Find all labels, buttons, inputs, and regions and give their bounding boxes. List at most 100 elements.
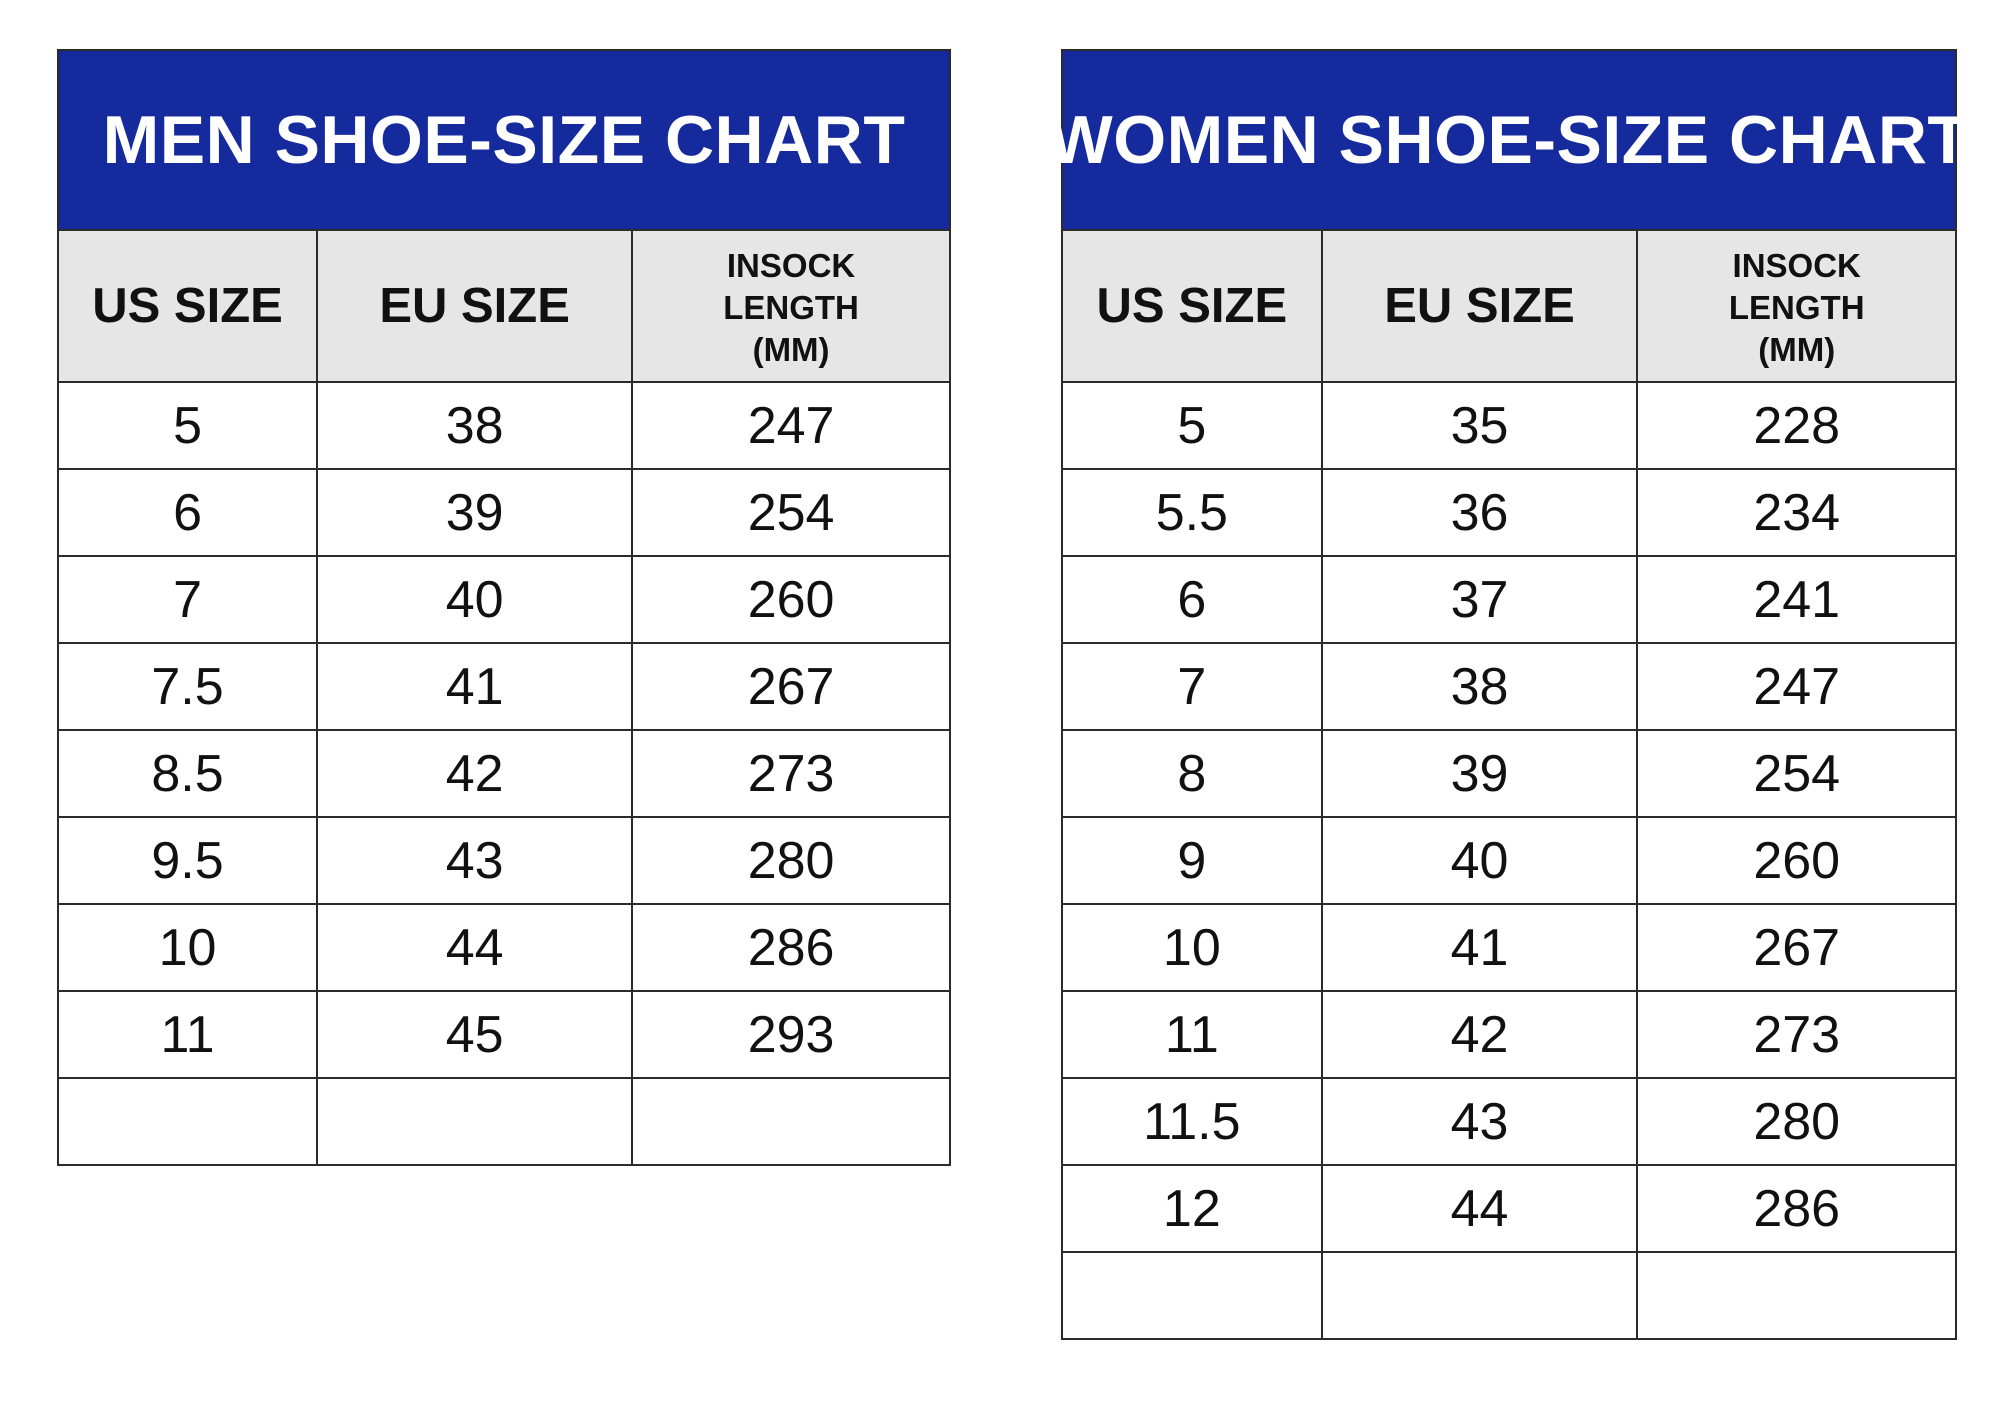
us-size-cell: 11 (1063, 991, 1323, 1079)
us-size-cell: 11 (59, 991, 319, 1079)
table-row: 10 44 286 (59, 904, 949, 992)
insock-length-cell: 247 (632, 382, 949, 470)
table-row: 7.5 41 267 (59, 643, 949, 731)
table-row: 9 40 260 (1063, 817, 1955, 905)
men-size-chart: MEN SHOE-SIZE CHART US SIZE EU SIZE INSO… (57, 49, 951, 1166)
insock-length-cell: 254 (1637, 730, 1955, 818)
eu-size-cell: 41 (317, 643, 634, 731)
insock-length-cell: 241 (1637, 556, 1955, 644)
eu-size-cell: 44 (1321, 1165, 1639, 1253)
eu-size-cell: 36 (1321, 469, 1639, 557)
eu-size-cell: 41 (1321, 904, 1639, 992)
us-size-cell: 6 (1063, 556, 1323, 644)
men-insock-header-line2: LENGTH (723, 289, 859, 326)
insock-length-cell: 228 (1637, 382, 1955, 470)
table-row: 12 44 286 (1063, 1165, 1955, 1253)
us-size-cell: 8 (1063, 730, 1323, 818)
men-us-size-header: US SIZE (59, 231, 319, 383)
table-row: 11 42 273 (1063, 991, 1955, 1079)
us-size-cell: 5 (59, 382, 319, 470)
insock-length-cell: 260 (632, 556, 949, 644)
table-row: 11 45 293 (59, 991, 949, 1079)
us-size-cell: 10 (59, 904, 319, 992)
men-insock-length-header: INSOCK LENGTH (MM) (632, 231, 949, 383)
us-size-cell: 7.5 (59, 643, 319, 731)
insock-length-cell: 280 (632, 817, 949, 905)
insock-length-cell: 247 (1637, 643, 1955, 731)
men-insock-header-line1: INSOCK (726, 247, 856, 284)
eu-size-cell: 39 (1321, 730, 1639, 818)
women-size-chart: WOMEN SHOE-SIZE CHART US SIZE EU SIZE IN… (1049, 49, 1969, 1340)
men-header-row: US SIZE EU SIZE INSOCK LENGTH (MM) (59, 231, 949, 383)
men-table-body: 5 38 247 6 39 254 7 40 260 7.5 41 267 8.5 42 273 9.5 43 2… (59, 382, 949, 1164)
insock-length-cell: 280 (1637, 1078, 1955, 1166)
table-row (59, 1078, 949, 1164)
table-row: 6 37 241 (1063, 556, 1955, 644)
women-insock-length-header: INSOCK LENGTH (MM) (1637, 231, 1955, 383)
insock-length-cell (632, 1078, 949, 1164)
table-row: 8.5 42 273 (59, 730, 949, 818)
table-row: 5.5 36 234 (1063, 469, 1955, 557)
us-size-cell: 5.5 (1063, 469, 1323, 557)
us-size-cell (59, 1078, 319, 1164)
women-chart-title: WOMEN SHOE-SIZE CHART (1049, 51, 1969, 231)
insock-length-cell: 286 (1637, 1165, 1955, 1253)
us-size-cell: 10 (1063, 904, 1323, 992)
women-size-table: US SIZE EU SIZE INSOCK LENGTH (MM) 5 35 22… (1063, 231, 1955, 1338)
us-size-cell (1063, 1252, 1323, 1338)
eu-size-cell: 37 (1321, 556, 1639, 644)
women-header-row: US SIZE EU SIZE INSOCK LENGTH (MM) (1063, 231, 1955, 383)
table-row: 6 39 254 (59, 469, 949, 557)
table-row: 10 41 267 (1063, 904, 1955, 992)
table-row: 7 40 260 (59, 556, 949, 644)
us-size-cell: 5 (1063, 382, 1323, 470)
insock-length-cell: 234 (1637, 469, 1955, 557)
eu-size-cell: 40 (317, 556, 634, 644)
insock-length-cell: 260 (1637, 817, 1955, 905)
women-us-size-header: US SIZE (1063, 231, 1323, 383)
eu-size-cell: 43 (1321, 1078, 1639, 1166)
insock-length-cell (1637, 1252, 1955, 1338)
table-row: 9.5 43 280 (59, 817, 949, 905)
table-row: 7 38 247 (1063, 643, 1955, 731)
insock-length-cell: 293 (632, 991, 949, 1079)
eu-size-cell: 38 (317, 382, 634, 470)
us-size-cell: 6 (59, 469, 319, 557)
women-insock-header-line1: INSOCK (1732, 247, 1861, 284)
women-table-body: 5 35 228 5.5 36 234 6 37 241 7 38 247 8 39 254 9 40 260 10… (1063, 382, 1955, 1338)
men-size-table: US SIZE EU SIZE INSOCK LENGTH (MM) 5 38 24… (59, 231, 949, 1164)
eu-size-cell: 42 (1321, 991, 1639, 1079)
insock-length-cell: 273 (632, 730, 949, 818)
women-insock-header-line3: (MM) (1758, 331, 1836, 368)
us-size-cell: 12 (1063, 1165, 1323, 1253)
eu-size-cell: 44 (317, 904, 634, 992)
eu-size-cell: 39 (317, 469, 634, 557)
table-row: 5 35 228 (1063, 382, 1955, 470)
table-row (1063, 1252, 1955, 1338)
us-size-cell: 7 (1063, 643, 1323, 731)
eu-size-cell (1321, 1252, 1639, 1338)
us-size-cell: 11.5 (1063, 1078, 1323, 1166)
eu-size-cell: 35 (1321, 382, 1639, 470)
eu-size-cell: 43 (317, 817, 634, 905)
eu-size-cell: 38 (1321, 643, 1639, 731)
table-row: 5 38 247 (59, 382, 949, 470)
men-chart-title: MEN SHOE-SIZE CHART (59, 51, 949, 231)
eu-size-cell: 42 (317, 730, 634, 818)
insock-length-cell: 267 (1637, 904, 1955, 992)
us-size-cell: 8.5 (59, 730, 319, 818)
eu-size-cell: 45 (317, 991, 634, 1079)
women-insock-header-line2: LENGTH (1728, 289, 1865, 326)
women-eu-size-header: EU SIZE (1321, 231, 1639, 383)
eu-size-cell: 40 (1321, 817, 1639, 905)
insock-length-cell: 267 (632, 643, 949, 731)
insock-length-cell: 286 (632, 904, 949, 992)
us-size-cell: 9 (1063, 817, 1323, 905)
insock-length-cell: 254 (632, 469, 949, 557)
eu-size-cell (317, 1078, 634, 1164)
men-eu-size-header: EU SIZE (317, 231, 634, 383)
table-row: 11.5 43 280 (1063, 1078, 1955, 1166)
us-size-cell: 7 (59, 556, 319, 644)
insock-length-cell: 273 (1637, 991, 1955, 1079)
table-row: 8 39 254 (1063, 730, 1955, 818)
